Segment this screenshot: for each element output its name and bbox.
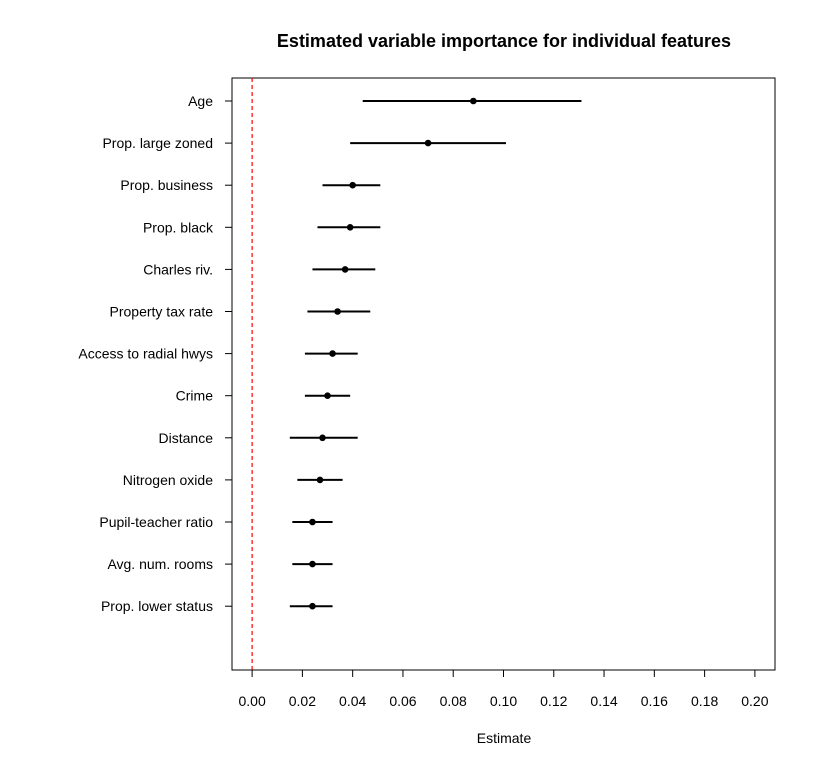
estimate-point [349,181,356,189]
y-tick-label: Prop. black [143,219,214,235]
y-tick-label: Age [188,93,213,109]
x-tick-label: 0.00 [238,693,265,709]
estimate-point [424,139,432,147]
y-tick-label: Nitrogen oxide [123,472,213,488]
y-tick-label: Prop. large zoned [102,135,213,151]
y-tick-label: Prop. lower status [101,598,213,614]
x-tick-label: 0.16 [641,693,668,709]
y-tick-label: Avg. num. rooms [107,556,213,572]
x-axis: 0.00 0.02 0.04 0.06 0.08 0.10 0.12 0.14 0.16 0.18… [238,669,769,709]
x-tick-label: 0.14 [590,693,617,709]
estimate-point [329,350,336,357]
y-tick-label: Prop. business [120,177,213,193]
estimate-point [341,266,349,273]
y-tick-label: Charles riv. [143,261,213,277]
estimate-point [324,392,331,400]
y-tick-label: Crime [176,388,214,404]
estimate-point [316,476,324,484]
estimate-point [309,518,316,526]
estimate-point [470,97,477,105]
y-tick-label: Property tax rate [110,304,214,320]
estimate-point [334,308,341,315]
x-tick-label: 0.18 [691,693,718,709]
y-tick-label: Pupil-teacher ratio [99,514,213,530]
x-axis-title: Estimate [477,730,532,746]
estimate-point [309,560,316,568]
estimate-point-layer [309,97,477,610]
y-axis-ticks: Age Prop. large zoned Prop. business Prop. … [78,93,232,614]
x-tick-label: 0.08 [440,693,467,709]
estimate-point [346,224,354,231]
x-tick-label: 0.12 [540,693,567,709]
y-tick-label: Access to radial hwys [78,346,213,362]
y-tick-label: Distance [159,430,214,446]
x-tick-label: 0.20 [741,693,768,709]
plot-frame [231,77,776,671]
chart-title: Estimated variable importance for indivi… [277,31,731,51]
x-tick-label: 0.02 [289,693,316,709]
x-tick-label: 0.04 [339,693,366,709]
x-tick-label: 0.06 [389,693,416,709]
estimate-point [309,602,316,610]
x-tick-label: 0.10 [490,693,517,709]
estimate-point [319,434,326,442]
